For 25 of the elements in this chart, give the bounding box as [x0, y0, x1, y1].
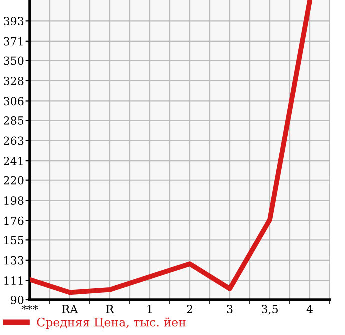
- line-series: [30, 0, 312, 296]
- x-tick-label: 3: [227, 305, 233, 314]
- y-tick-label: 111: [4, 276, 23, 285]
- y-tick-label: 393: [4, 17, 24, 26]
- x-tick-label: ***: [22, 305, 38, 310]
- y-tick-label: 198: [4, 196, 24, 205]
- y-tick-label: 328: [4, 76, 24, 86]
- y-tick-label: 90: [11, 296, 24, 304]
- legend-label: Средняя Цена, тыс. йен: [37, 318, 186, 330]
- x-tick-label: 2: [187, 305, 192, 314]
- y-tick-label: 176: [4, 216, 24, 226]
- y-tick-label: 350: [4, 56, 24, 66]
- x-tick-label: 3,5: [262, 305, 278, 315]
- y-tick-label: 306: [4, 97, 24, 106]
- x-tick-label: RA: [62, 305, 78, 314]
- x-tick-label: R: [106, 305, 114, 314]
- y-tick-label: 155: [4, 236, 24, 245]
- y-tick-label: 241: [4, 157, 23, 166]
- y-tick-label: 220: [4, 176, 24, 185]
- y-tick-label: 285: [4, 116, 24, 125]
- y-tick-label: 133: [4, 256, 24, 265]
- y-tick-label: 263: [4, 136, 24, 146]
- x-tick-label: 4: [306, 305, 313, 314]
- x-tick-label: 1: [148, 305, 152, 314]
- y-tick-label: 371: [4, 37, 23, 46]
